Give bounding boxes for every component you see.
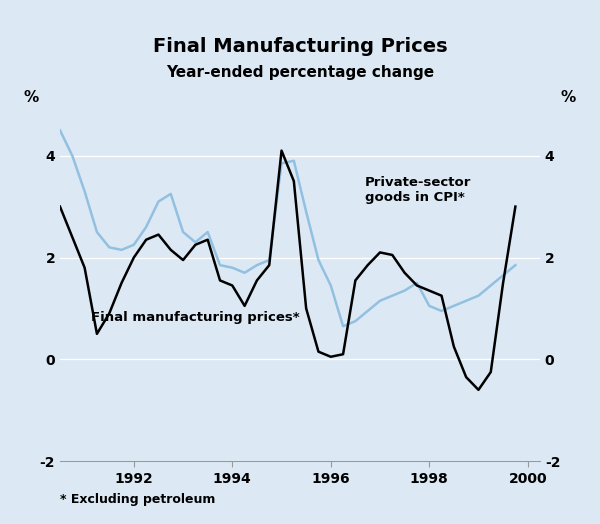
Text: Private-sector
goods in CPI*: Private-sector goods in CPI* bbox=[365, 176, 471, 204]
Text: %: % bbox=[561, 90, 576, 105]
Text: * Excluding petroleum: * Excluding petroleum bbox=[60, 493, 215, 506]
Text: Final manufacturing prices*: Final manufacturing prices* bbox=[91, 311, 300, 324]
Text: Year-ended percentage change: Year-ended percentage change bbox=[166, 66, 434, 81]
Text: Final Manufacturing Prices: Final Manufacturing Prices bbox=[152, 37, 448, 56]
Text: %: % bbox=[24, 90, 39, 105]
